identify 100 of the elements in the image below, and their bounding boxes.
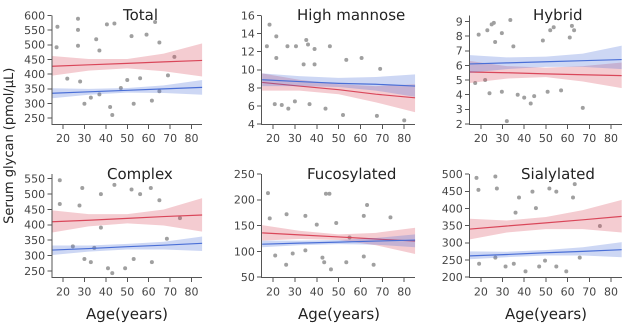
x-tick-label: 80 xyxy=(397,132,412,146)
point xyxy=(312,47,317,52)
point xyxy=(578,256,582,260)
y-tick-label: 200 xyxy=(442,271,463,284)
y-tick-label: 250 xyxy=(24,264,46,278)
point xyxy=(76,28,80,32)
line-series xyxy=(52,214,202,222)
point xyxy=(76,16,80,21)
point xyxy=(344,58,348,62)
y-tick-label: 5 xyxy=(456,74,463,87)
point xyxy=(534,206,538,210)
x-axis-title: Age(years) xyxy=(505,305,587,323)
line-series xyxy=(470,216,622,230)
point xyxy=(94,37,98,42)
chart-title: Hybrid xyxy=(533,6,583,24)
point xyxy=(108,105,112,110)
point xyxy=(98,192,103,196)
x-tick-label: 60 xyxy=(142,285,156,298)
y-tick-label: 100 xyxy=(234,245,255,258)
point xyxy=(328,267,333,272)
point xyxy=(324,106,328,111)
x-tick-label: 70 xyxy=(582,285,596,298)
x-tick-label: 70 xyxy=(375,132,390,146)
point xyxy=(110,271,114,276)
y-tick-label: 3 xyxy=(456,103,463,116)
y-tick-label: 9 xyxy=(456,15,463,28)
y-tick-label: 450 xyxy=(24,53,46,66)
x-tick-label: 70 xyxy=(163,285,178,298)
point xyxy=(65,76,70,81)
x-tick-label: 60 xyxy=(354,132,368,146)
point xyxy=(360,56,364,60)
x-tick-label: 50 xyxy=(538,132,553,146)
x-tick-label: 20 xyxy=(266,285,280,298)
point xyxy=(564,269,568,274)
point xyxy=(273,254,278,258)
point xyxy=(97,92,102,96)
point xyxy=(82,102,86,106)
point xyxy=(290,251,295,256)
line-series xyxy=(262,82,416,98)
x-tick-label: 80 xyxy=(184,285,199,298)
point xyxy=(77,203,82,208)
point xyxy=(493,256,498,260)
x-tick-label: 60 xyxy=(560,132,575,146)
x-tick-label: 50 xyxy=(538,285,553,298)
point xyxy=(546,90,550,94)
point xyxy=(552,25,556,30)
point xyxy=(280,103,284,108)
point xyxy=(112,182,116,187)
x-tick-label: 40 xyxy=(517,285,532,298)
x-tick-label: 70 xyxy=(163,132,178,146)
point xyxy=(118,86,123,90)
x-axis-title: Age(years) xyxy=(298,305,380,323)
point xyxy=(362,254,366,259)
x-tick-label: 30 xyxy=(496,285,510,298)
x-axis-title: Age(years) xyxy=(86,305,168,323)
y-tick-label: 14 xyxy=(240,28,255,40)
point xyxy=(303,214,308,218)
x-tick-label: 20 xyxy=(56,285,70,298)
point xyxy=(388,215,392,220)
x-tick-label: 20 xyxy=(266,132,280,146)
point xyxy=(144,32,149,37)
point xyxy=(547,186,552,191)
y-tick-label: 500 xyxy=(24,38,46,52)
y-tick-label: 550 xyxy=(24,172,46,186)
line-series xyxy=(262,79,416,87)
point xyxy=(374,114,379,118)
x-tick-label: 20 xyxy=(474,132,488,146)
point xyxy=(477,262,482,266)
x-tick-label: 60 xyxy=(560,285,575,298)
point xyxy=(132,257,136,261)
point xyxy=(82,257,86,261)
point xyxy=(157,89,162,94)
point xyxy=(570,24,574,28)
y-tick-label: 300 xyxy=(442,236,463,250)
point xyxy=(157,198,162,202)
point xyxy=(488,91,492,96)
point xyxy=(322,260,326,264)
point xyxy=(58,178,62,182)
point xyxy=(130,34,134,38)
point xyxy=(476,188,480,192)
point xyxy=(517,195,521,200)
x-tick-label: 30 xyxy=(77,285,92,298)
point xyxy=(125,78,130,82)
point xyxy=(308,102,312,106)
point xyxy=(312,62,317,66)
point xyxy=(284,212,289,216)
point xyxy=(104,22,109,26)
point xyxy=(268,22,272,27)
point xyxy=(110,112,114,117)
x-tick-label: 40 xyxy=(517,132,532,146)
point xyxy=(598,224,602,228)
point xyxy=(493,174,498,179)
chart-title: Sialylated xyxy=(521,165,595,183)
chart-title: High mannose xyxy=(297,6,406,24)
point xyxy=(130,187,134,192)
point xyxy=(514,210,518,215)
x-tick-label: 60 xyxy=(354,285,368,298)
point xyxy=(112,21,116,26)
y-tick-label: 16 xyxy=(240,9,255,22)
point xyxy=(138,76,142,80)
